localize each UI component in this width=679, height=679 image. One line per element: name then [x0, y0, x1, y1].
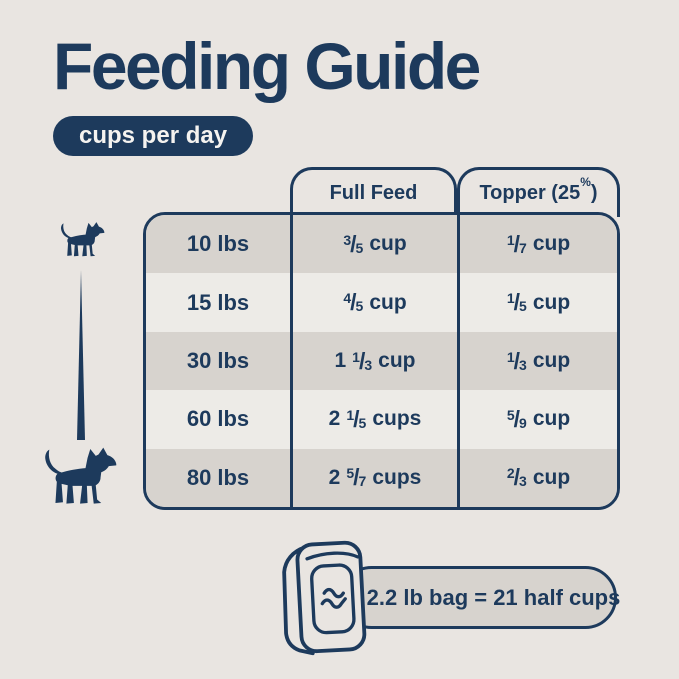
food-bag-icon [282, 540, 367, 656]
table-cell: 4/5 cup [290, 273, 457, 332]
size-taper-line [77, 270, 85, 440]
table-row: 15 lbs 4/5 cup 1/5 cup [146, 273, 617, 332]
table-cell: 1/7 cup [457, 215, 617, 274]
table-cell: 5/9 cup [457, 390, 617, 449]
badge-label: cups per day [79, 122, 228, 149]
table-cell: 2 5/7 cups [290, 448, 457, 507]
table-row: 80 lbs 2 5/7 cups 2/3 cup [146, 448, 617, 507]
page-title: Feeding Guide [53, 29, 481, 103]
table-cell: 15 lbs [186, 289, 250, 315]
cups-per-day-badge: cups per day [53, 116, 254, 156]
feeding-table: Full Feed Topper (25%) 10 lbs 3/5 cup 1/7 cup… [143, 167, 620, 510]
feeding-table-body: 10 lbs 3/5 cup 1/7 cup 15 lbs 4/5 cup 1/5 cup 30 lbs 1… [143, 212, 620, 510]
table-row: 10 lbs 3/5 cup 1/7 cup [146, 215, 617, 274]
topper-label: Topper (25%) [479, 175, 598, 204]
table-cell: 1/5 cup [457, 273, 617, 332]
table-cell: 2/3 cup [457, 448, 617, 507]
bag-yield-pill: 2.2 lb bag = 21 half cups [340, 566, 620, 629]
column-header-full-feed: Full Feed [290, 167, 457, 217]
column-header-topper: Topper (25%) [457, 167, 620, 217]
table-cell: 30 lbs [186, 348, 250, 374]
small-dog-icon [61, 222, 105, 257]
full-feed-label: Full Feed [329, 182, 418, 204]
table-cell: 2 1/5 cups [290, 390, 457, 449]
table-cell: 60 lbs [186, 406, 250, 432]
table-cell: 1/3 cup [457, 331, 617, 391]
table-cell: 80 lbs [186, 464, 250, 490]
table-cell: 1 1/3 cup [290, 331, 457, 391]
table-row: 60 lbs 2 1/5 cups 5/9 cup [146, 390, 617, 449]
bag-yield-label: 2.2 lb bag = 21 half cups [366, 584, 621, 610]
table-cell: 3/5 cup [290, 215, 457, 274]
table-row: 30 lbs 1 1/3 cup 1/3 cup [146, 331, 617, 391]
table-cell: 10 lbs [186, 231, 250, 257]
large-dog-icon [45, 447, 117, 504]
